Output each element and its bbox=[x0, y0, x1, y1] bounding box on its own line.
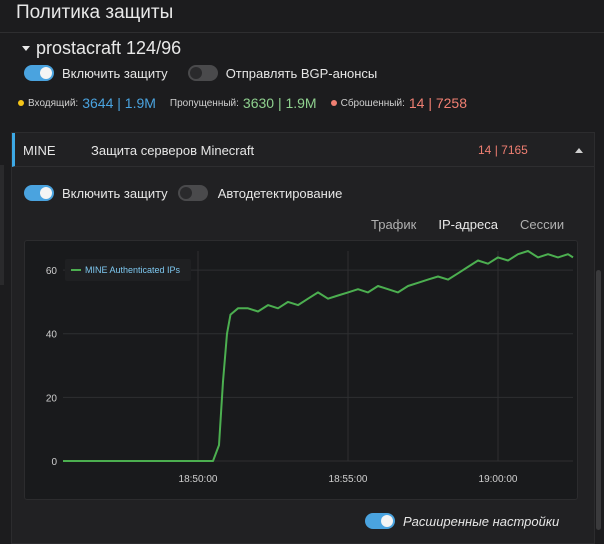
traffic-stats: Входящий: 3644 | 1.9M Пропущенный: 3630 … bbox=[18, 95, 467, 111]
group-name: prostacraft 124/96 bbox=[36, 38, 182, 58]
incoming-label: Входящий: bbox=[28, 97, 79, 109]
chevron-down-icon[interactable] bbox=[22, 46, 30, 51]
profile-name: Защита серверов Minecraft bbox=[91, 143, 255, 158]
group-enable-toggle[interactable] bbox=[24, 65, 54, 81]
page-title: Политика защиты bbox=[16, 2, 174, 23]
profile-enable-toggle[interactable] bbox=[24, 185, 54, 201]
legend-box bbox=[65, 259, 191, 281]
left-edge-panel bbox=[0, 165, 4, 285]
profile-toggles: Включить защиту Автодетектирование bbox=[24, 185, 342, 201]
ip-chart: 0 20 40 60 18:50:00 18:55:00 19:00:00 MINE Auth… bbox=[46, 250, 574, 485]
autodetect-toggle[interactable] bbox=[177, 185, 208, 201]
series-line bbox=[63, 250, 574, 462]
incoming-value: 3644 | 1.9M bbox=[82, 95, 156, 111]
passed-label: Пропущенный: bbox=[169, 97, 239, 109]
x-tick-label: 19:00:00 bbox=[479, 474, 518, 485]
bgp-announce-toggle[interactable] bbox=[187, 65, 218, 81]
title-divider bbox=[0, 32, 604, 33]
tab-traffic[interactable]: Трафик bbox=[371, 217, 417, 232]
profile-code: MINE bbox=[23, 143, 56, 158]
dropped-label: Сброшенный: bbox=[340, 97, 405, 109]
profile-enable-label: Включить защиту bbox=[62, 185, 168, 201]
autodetect-label: Автодетектирование bbox=[217, 185, 343, 201]
chart-container: 0 20 40 60 18:50:00 18:55:00 19:00:00 MINE Auth… bbox=[24, 240, 578, 500]
incoming-dot-icon bbox=[18, 100, 24, 106]
y-tick-label: 0 bbox=[51, 457, 57, 468]
legend-label: MINE Authenticated IPs bbox=[85, 265, 181, 275]
dropped-dot-icon bbox=[330, 100, 337, 106]
x-tick-label: 18:55:00 bbox=[329, 474, 368, 485]
passed-value: 3630 | 1.9M bbox=[242, 95, 317, 111]
y-tick-label: 40 bbox=[46, 330, 58, 341]
tab-ip-addresses[interactable]: IP-адреса bbox=[427, 214, 509, 242]
group-header[interactable]: prostacraft 124/96 bbox=[22, 38, 181, 59]
profile-tabs: Трафик IP-адреса Сессии bbox=[360, 214, 575, 242]
advanced-settings-toggle[interactable] bbox=[365, 513, 395, 529]
scrollbar[interactable] bbox=[596, 270, 601, 530]
tab-sessions[interactable]: Сессии bbox=[519, 217, 565, 232]
dropped-value: 14 | 7258 bbox=[408, 95, 468, 111]
advanced-settings-label: Расширенные настройки bbox=[403, 513, 560, 529]
bgp-announce-label: Отправлять BGP-анонсы bbox=[225, 65, 378, 81]
y-tick-label: 20 bbox=[46, 393, 58, 404]
x-tick-label: 18:50:00 bbox=[179, 474, 218, 485]
y-tick-label: 60 bbox=[46, 266, 58, 277]
chevron-up-icon[interactable] bbox=[575, 148, 583, 153]
advanced-settings: Расширенные настройки bbox=[365, 513, 559, 529]
group-toggles: Включить защиту Отправлять BGP-анонсы bbox=[24, 65, 377, 81]
profile-drop-count: 14 | 7165 bbox=[478, 143, 528, 157]
profile-header[interactable]: MINE Защита серверов Minecraft 14 | 7165 bbox=[12, 133, 594, 167]
group-enable-label: Включить защиту bbox=[62, 65, 168, 81]
